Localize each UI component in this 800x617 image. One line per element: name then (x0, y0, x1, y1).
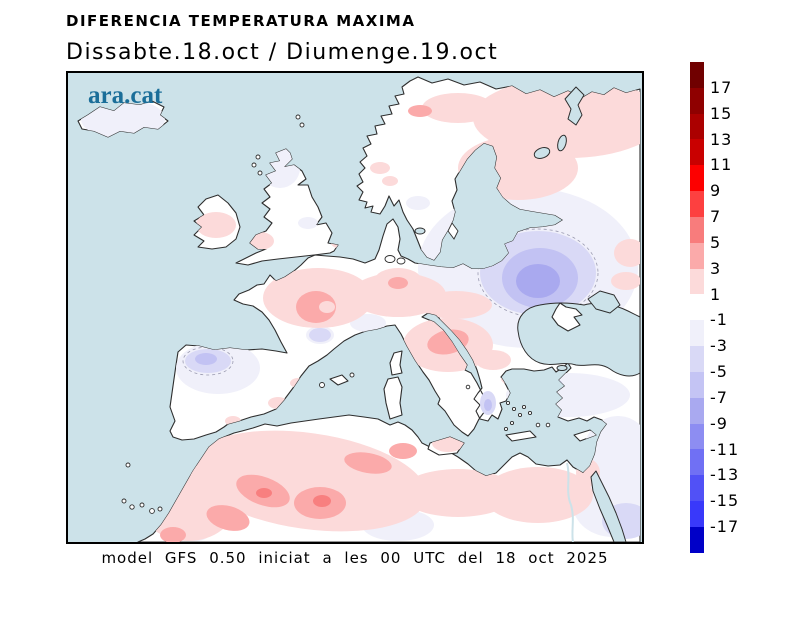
colorbar-label: 11 (710, 155, 733, 175)
corsica (389, 350, 403, 376)
colorbar-segment (690, 113, 704, 140)
colorbar-segment (690, 526, 704, 553)
colorbar-label: -11 (710, 439, 740, 459)
europe-map-frame: ara.cat (66, 71, 644, 544)
nile-river (566, 462, 574, 543)
contour-dashed-spain (182, 346, 234, 376)
map-subtitle-dates: Dissabte.18.oct / Diumenge.19.oct (66, 40, 499, 65)
colorbar-segment (690, 139, 704, 166)
colorbar-label: -9 (710, 413, 728, 433)
europe-anomaly-map (68, 73, 642, 543)
colorbar-segments (690, 62, 704, 553)
mallorca (329, 374, 349, 386)
colorbar-segment (690, 475, 704, 502)
lake-vanern (414, 227, 426, 235)
colorbar-label: 17 (710, 77, 733, 97)
colorbar-segment (690, 320, 704, 347)
colorbar-segment (690, 346, 704, 372)
crimea (551, 302, 583, 332)
colorbar-segment (690, 242, 704, 269)
colorbar-label: 3 (710, 258, 722, 278)
black-sea (517, 302, 641, 377)
colorbar-label: 5 (710, 232, 722, 252)
colorbar-label: -7 (710, 387, 728, 407)
colorbar-label: 9 (710, 181, 722, 201)
colorbar-segment (690, 423, 704, 450)
small-islands (121, 114, 551, 514)
colorbar-label: -3 (710, 336, 728, 356)
colorbar-segment (690, 165, 704, 192)
colorbar-segment (690, 371, 704, 398)
ara-cat-logo: ara.cat (88, 82, 163, 109)
colorbar-segment (690, 397, 704, 424)
russia-cold-core (516, 264, 560, 298)
colorbar-segment (690, 501, 704, 527)
colorbar-label: -1 (710, 310, 728, 330)
anomaly-positive-strong (256, 488, 331, 507)
colorbar-label: 15 (710, 103, 733, 123)
inland-seas-layer (414, 86, 641, 543)
lake-ladoga (533, 147, 551, 159)
contour-dashed-russia (477, 228, 599, 318)
lake-onega (557, 134, 567, 152)
france-core-notch (319, 301, 335, 313)
colorbar-segment (690, 449, 704, 476)
colorbar-segment (690, 216, 704, 243)
model-run-caption: model GFS 0.50 iniciat a les 00 UTC del … (101, 549, 609, 567)
colorbar-segment (690, 62, 704, 88)
colorbar-label: -13 (710, 465, 740, 485)
colorbar-label: -5 (710, 362, 728, 382)
colorbar-labels: 17 15 13 11 9 7 5 3 1 -1 -3 -5 -7 -9 -11 -13 -15 -17 (710, 62, 770, 553)
colorbar-segment (690, 268, 704, 295)
sea-of-azov (587, 290, 621, 314)
sea-of-marmara (556, 365, 568, 371)
colorbar-segment (690, 191, 704, 217)
map-title: DIFERENCIA TEMPERATURA MAXIMA (66, 12, 416, 30)
crete (505, 430, 537, 442)
colorbar-label: 13 (710, 129, 733, 149)
colorbar-label: 1 (710, 284, 722, 304)
colorbar-label: -17 (710, 517, 740, 537)
sardinia (383, 376, 403, 420)
white-sea (564, 86, 585, 126)
colorbar-segment (690, 87, 704, 114)
colorbar-label: -15 (710, 491, 740, 511)
colorbar-segment (690, 294, 704, 321)
colorbar-label: 7 (710, 207, 722, 227)
